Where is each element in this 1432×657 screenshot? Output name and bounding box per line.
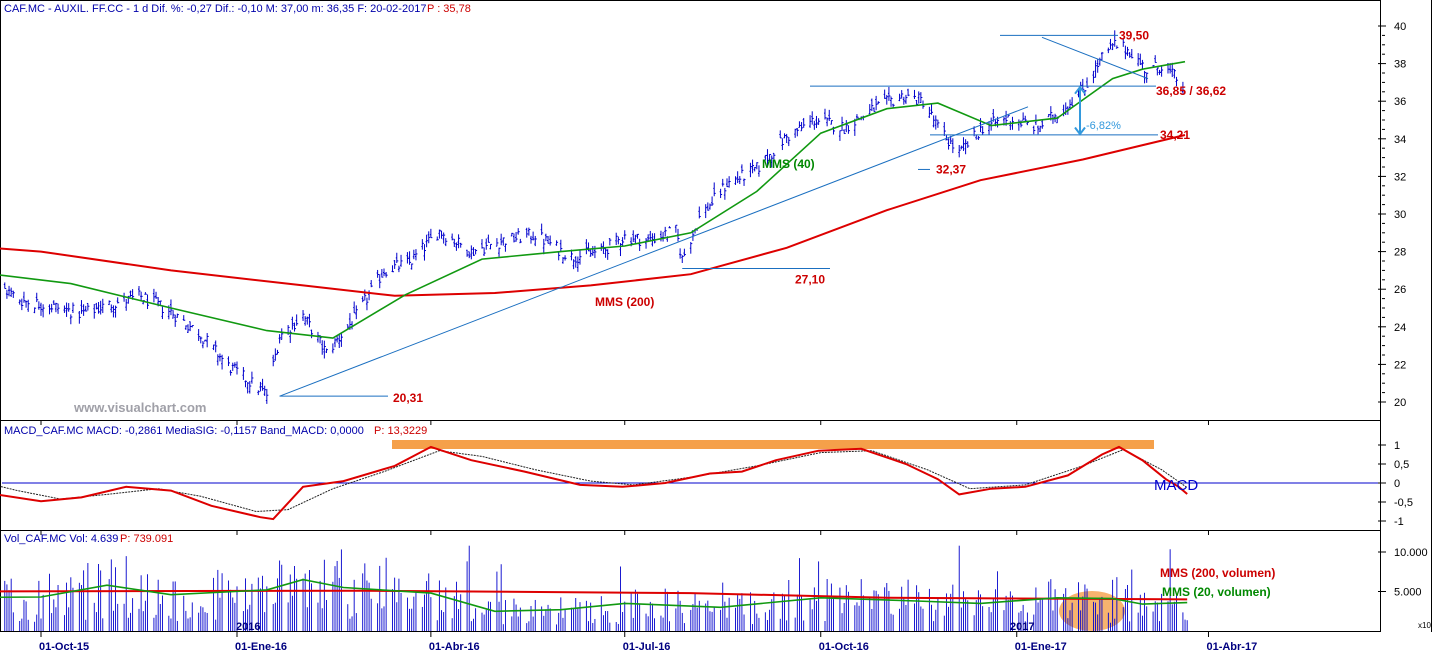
macd-signal-line <box>0 449 1188 513</box>
x-date-label: 01-Ene-16 <box>235 641 287 652</box>
vol-legend-mms20: MMS (20, volumen) <box>1162 585 1271 599</box>
x-date-label: 01-Abr-17 <box>1206 641 1257 652</box>
label-mms200: MMS (200) <box>595 295 654 309</box>
candles <box>3 30 1185 404</box>
macd-y-label: 0 <box>1394 478 1400 490</box>
macd-label: MACD <box>1154 477 1198 494</box>
pct-arrow-head-down <box>1074 126 1086 136</box>
volume-bars <box>4 545 1188 631</box>
year-marker-2016: 2016 <box>236 621 260 633</box>
price-y-label: 30 <box>1394 209 1406 221</box>
label-mms40: MMS (40) <box>762 157 815 171</box>
macd-highlight-band <box>392 440 1154 449</box>
label-32-37: 32,37 <box>936 162 966 176</box>
macd-layer: MACD <box>0 445 1380 521</box>
macd-y-label: -1 <box>1394 516 1404 528</box>
price-y-label: 34 <box>1394 134 1406 146</box>
price-y-label: 38 <box>1394 59 1406 71</box>
pct-arrow-head-up <box>1074 85 1086 95</box>
label-36-85-36-62: 36,85 / 36,62 <box>1156 84 1226 98</box>
watermark: www.visualchart.com <box>73 400 206 415</box>
vol-mms20-line <box>0 578 1188 613</box>
price-y-label: 28 <box>1394 247 1406 259</box>
vol-legend-mms200: MMS (200, volumen) <box>1160 566 1275 580</box>
macd-panel-frame <box>0 420 1381 531</box>
label-34-21: 34,21 <box>1160 128 1190 142</box>
price-y-label: 40 <box>1394 21 1406 33</box>
macd-y-label: -0,5 <box>1394 497 1413 509</box>
volume-header-p: P: 739.091 <box>120 533 173 545</box>
x-date-label: 01-Oct-15 <box>39 641 89 652</box>
x-date-label: 01-Oct-16 <box>819 641 869 652</box>
price-y-label: 32 <box>1394 171 1406 183</box>
price-header-p: P : 35,78 <box>427 3 471 15</box>
price-layer: 39,50 36,85 / 36,62 34,21 32,37 27,10 20,31 MM… <box>0 28 1226 405</box>
label-27-10: 27,10 <box>795 273 825 287</box>
x-date-label: 01-Jul-16 <box>623 641 671 652</box>
price-y-label: 20 <box>1394 397 1406 409</box>
mms200-line <box>0 134 1186 297</box>
label-39-50: 39,50 <box>1119 28 1149 42</box>
macd-y-label: 0,5 <box>1394 459 1409 471</box>
axes-layer: 01-Oct-15 01-Ene-16 01-Abr-16 01-Jul-16 01-O… <box>39 21 1431 653</box>
vol-unit-tag: x10 <box>1418 621 1431 630</box>
price-y-label: 24 <box>1394 322 1406 334</box>
macd-y-label: 1 <box>1394 440 1400 452</box>
vol-mms200-line <box>0 589 1188 601</box>
volume-layer: MMS (200, volumen) MMS (20, volumen) <box>0 545 1275 631</box>
volume-panel-frame <box>0 530 1381 632</box>
year-marker-2017: 2017 <box>1010 621 1034 633</box>
x-date-label: 01-Ene-17 <box>1015 641 1067 652</box>
vol-y-label: 10.000 <box>1394 547 1428 559</box>
price-header: CAF.MC - AUXIL. FF.CC - 1 d Dif. %: -0,2… <box>4 3 426 15</box>
price-y-label: 22 <box>1394 359 1406 371</box>
mms40-line <box>0 60 1186 339</box>
label-pct-change: -6,82% <box>1086 120 1121 132</box>
support-trendline <box>279 106 1029 397</box>
label-20-31: 20,31 <box>393 391 423 405</box>
macd-line <box>0 445 1188 521</box>
price-y-label: 26 <box>1394 284 1406 296</box>
volume-header: Vol_CAF.MC Vol: 4.639 <box>4 533 118 545</box>
x-date-label: 01-Abr-16 <box>429 641 480 652</box>
vol-y-label: 5.000 <box>1394 587 1422 599</box>
resistance-trendline <box>1041 36 1149 80</box>
price-y-label: 36 <box>1394 96 1406 108</box>
macd-header-p: P: 13,3229 <box>374 425 427 437</box>
macd-header: MACD_CAF.MC MACD: -0,2861 MediaSIG: -0,1… <box>4 425 364 437</box>
